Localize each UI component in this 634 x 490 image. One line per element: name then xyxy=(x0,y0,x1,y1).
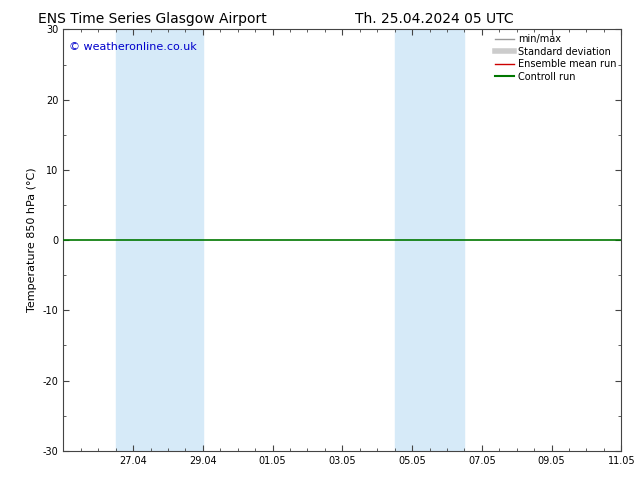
Bar xyxy=(429,29,464,451)
Text: © weatheronline.co.uk: © weatheronline.co.uk xyxy=(69,42,197,52)
Text: Th. 25.04.2024 05 UTC: Th. 25.04.2024 05 UTC xyxy=(355,12,514,26)
Bar xyxy=(394,29,429,451)
Bar xyxy=(115,29,150,451)
Bar xyxy=(150,29,203,451)
Text: ENS Time Series Glasgow Airport: ENS Time Series Glasgow Airport xyxy=(37,12,266,26)
Y-axis label: Temperature 850 hPa (°C): Temperature 850 hPa (°C) xyxy=(27,168,37,313)
Legend: min/max, Standard deviation, Ensemble mean run, Controll run: min/max, Standard deviation, Ensemble me… xyxy=(493,32,618,83)
